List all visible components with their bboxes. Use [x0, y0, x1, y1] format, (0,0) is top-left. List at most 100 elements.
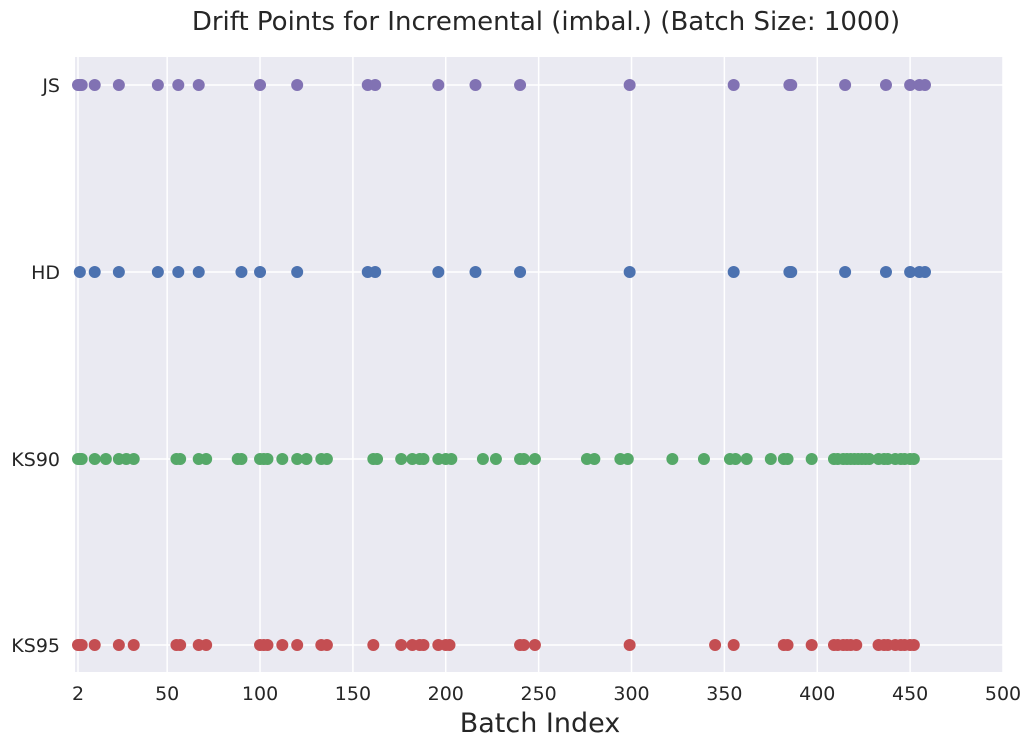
drift-point-ks90 — [729, 453, 742, 465]
drift-point-ks95 — [623, 639, 636, 651]
x-tick-label: 100 — [242, 683, 278, 705]
drift-point-ks90 — [764, 453, 777, 465]
y-tick-label: KS90 — [11, 449, 60, 471]
drift-point-ks95 — [850, 639, 863, 651]
drift-point-hd — [88, 266, 101, 278]
drift-point-ks90 — [445, 453, 458, 465]
drift-point-ks90 — [621, 453, 634, 465]
drift-point-js — [879, 79, 892, 91]
drift-point-ks95 — [709, 639, 722, 651]
drift-point-js — [918, 79, 931, 91]
drift-point-ks95 — [395, 639, 408, 651]
drift-point-ks95 — [727, 639, 740, 651]
y-tick-label: JS — [41, 75, 60, 97]
drift-point-js — [172, 79, 185, 91]
drift-point-ks95 — [291, 639, 304, 651]
drift-point-ks90 — [517, 453, 530, 465]
drift-point-ks90 — [588, 453, 601, 465]
drift-point-ks95 — [417, 639, 430, 651]
drift-point-hd — [369, 266, 382, 278]
drift-point-ks90 — [276, 453, 289, 465]
drift-point-ks90 — [697, 453, 710, 465]
drift-point-ks95 — [174, 639, 187, 651]
drift-point-ks95 — [88, 639, 101, 651]
drift-point-ks90 — [476, 453, 489, 465]
x-axis-label: Batch Index — [460, 708, 621, 739]
drift-point-hd — [192, 266, 205, 278]
drift-point-ks90 — [200, 453, 213, 465]
drift-point-js — [192, 79, 205, 91]
drift-point-ks95 — [781, 639, 794, 651]
x-tick-label: 200 — [428, 683, 464, 705]
drift-point-js — [112, 79, 125, 91]
drift-point-ks95 — [112, 639, 125, 651]
data-points — [72, 79, 931, 651]
drift-point-ks95 — [517, 639, 530, 651]
x-tick-label: 350 — [706, 683, 742, 705]
drift-point-ks95 — [907, 639, 920, 651]
drift-point-ks95 — [805, 639, 818, 651]
drift-point-js — [469, 79, 482, 91]
drift-point-ks90 — [395, 453, 408, 465]
drift-point-ks90 — [291, 453, 304, 465]
drift-point-ks90 — [371, 453, 384, 465]
drift-point-js — [88, 79, 101, 91]
drift-point-hd — [254, 266, 267, 278]
drift-point-ks90 — [261, 453, 274, 465]
x-tick-label: 400 — [799, 683, 835, 705]
drift-point-ks95 — [200, 639, 213, 651]
drift-point-js — [151, 79, 164, 91]
drift-point-ks95 — [276, 639, 289, 651]
drift-point-hd — [727, 266, 740, 278]
drift-point-hd — [785, 266, 798, 278]
drift-point-hd — [904, 266, 917, 278]
drift-point-ks90 — [666, 453, 679, 465]
drift-point-js — [514, 79, 527, 91]
drift-point-hd — [151, 266, 164, 278]
grid-lines — [75, 57, 1004, 672]
drift-point-ks90 — [417, 453, 430, 465]
drift-point-js — [291, 79, 304, 91]
drift-point-ks90 — [489, 453, 502, 465]
drift-point-ks90 — [907, 453, 920, 465]
drift-point-ks90 — [528, 453, 541, 465]
drift-point-ks90 — [300, 453, 313, 465]
drift-point-js — [785, 79, 798, 91]
y-tick-label: KS95 — [11, 635, 60, 657]
drift-point-ks90 — [174, 453, 187, 465]
drift-point-ks90 — [75, 453, 88, 465]
drift-point-ks90 — [99, 453, 112, 465]
drift-point-hd — [235, 266, 248, 278]
drift-point-js — [904, 79, 917, 91]
drift-point-js — [727, 79, 740, 91]
drift-point-hd — [839, 266, 852, 278]
x-tick-label: 300 — [613, 683, 649, 705]
drift-point-js — [432, 79, 445, 91]
drift-point-hd — [432, 266, 445, 278]
drift-point-js — [75, 79, 88, 91]
drift-point-ks95 — [75, 639, 88, 651]
drift-point-ks95 — [127, 639, 140, 651]
x-tick-label: 450 — [892, 683, 928, 705]
drift-point-ks90 — [781, 453, 794, 465]
tick-labels: 2 50 100 150 200 250 300 350 400 450 500KS95KS90HD… — [11, 75, 1021, 705]
drift-point-ks95 — [367, 639, 380, 651]
drift-point-ks90 — [863, 453, 876, 465]
drift-point-ks90 — [740, 453, 753, 465]
drift-point-hd — [172, 266, 185, 278]
drift-point-ks95 — [320, 639, 333, 651]
x-tick-label: 150 — [335, 683, 371, 705]
drift-point-hd — [291, 266, 304, 278]
drift-point-hd — [73, 266, 86, 278]
drift-point-ks90 — [320, 453, 333, 465]
drift-point-ks90 — [127, 453, 140, 465]
drift-point-hd — [469, 266, 482, 278]
drift-point-ks95 — [261, 639, 274, 651]
x-tick-label: 2 — [72, 683, 84, 705]
drift-point-ks95 — [443, 639, 456, 651]
drift-point-js — [623, 79, 636, 91]
chart-title: Drift Points for Incremental (imbal.) (B… — [192, 7, 900, 37]
y-tick-label: HD — [31, 262, 60, 284]
drift-point-hd — [879, 266, 892, 278]
